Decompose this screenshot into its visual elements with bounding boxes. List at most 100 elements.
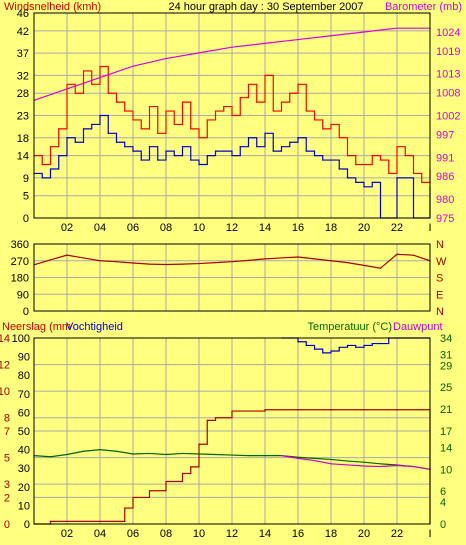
direction-panel-series xyxy=(33,253,431,269)
temperature-line-point xyxy=(313,457,316,459)
wind-average-line-point xyxy=(363,186,365,188)
wind-direction-line-point xyxy=(165,263,167,266)
barometer-y-tick-label: 1008 xyxy=(436,88,460,100)
wind-average-line-point xyxy=(371,181,373,183)
wind-gust-line-point xyxy=(132,119,134,121)
wind-gust-line-point xyxy=(157,132,159,134)
humidity-line-point xyxy=(322,352,324,354)
dewpoint-line-point xyxy=(379,465,382,468)
temperature-line-point xyxy=(330,458,332,461)
barometer-y-tick-label: 1013 xyxy=(436,69,460,81)
x-tick-label: I xyxy=(428,222,431,234)
compass-tick-label: N xyxy=(436,306,444,318)
rain-y-tick-label: 3 xyxy=(4,479,10,491)
x-tick-label: 10 xyxy=(193,528,205,540)
wind-average-line-point xyxy=(280,146,283,148)
wind-direction-line-point xyxy=(264,258,266,260)
temperature-line-point xyxy=(231,454,233,456)
temperature-line-point xyxy=(264,455,266,457)
barometer-line-point xyxy=(396,27,398,29)
temperature-line-point xyxy=(165,453,167,456)
barometer-y-tick-label: 997 xyxy=(436,129,454,141)
wind-gust-line-point xyxy=(355,163,357,166)
wind-average-line-point xyxy=(346,177,349,179)
temperature-line-point xyxy=(379,463,382,465)
wind-gust-line-point xyxy=(396,146,398,148)
wind-gust-line-point xyxy=(140,128,142,130)
dewpoint-line xyxy=(281,455,431,470)
direction-y-tick-label: 0 xyxy=(23,306,29,318)
humidity-line-point xyxy=(379,342,382,345)
temperature-y-tick-label: 4 xyxy=(440,497,446,509)
wind-average-line-point xyxy=(247,137,250,139)
wind-y-tick-label: 42 xyxy=(17,26,29,38)
temperature-line-point xyxy=(346,460,349,462)
wind-average-line xyxy=(34,114,431,219)
wind-gust-line-point xyxy=(181,101,184,103)
compass-tick-label: E xyxy=(436,289,443,301)
barometer-line-point xyxy=(132,65,134,67)
wind-average-line-point xyxy=(355,181,357,183)
wind-y-tick-label: 14 xyxy=(17,151,29,163)
wind-y-tick-label: 37 xyxy=(17,48,29,60)
compass-tick-label: S xyxy=(436,273,443,285)
wind-average-line-point xyxy=(214,150,217,152)
rain-line-point xyxy=(421,409,423,411)
wind-gust-line-point xyxy=(305,110,307,112)
wind-average-line-point xyxy=(256,146,258,148)
wind-average-line-point xyxy=(206,155,208,157)
wind-direction-line-point xyxy=(412,254,415,256)
barometer-line-point xyxy=(99,76,101,79)
temperature-line-point xyxy=(198,453,200,455)
x-tick-label: 02 xyxy=(61,222,73,234)
temperature-y-tick-label: 14 xyxy=(440,442,452,454)
rain-panel-series xyxy=(33,337,431,525)
wind-gust-line-point xyxy=(165,110,167,112)
rain-y-tick-label: 7 xyxy=(4,426,10,438)
humidity-line-point xyxy=(355,346,357,348)
wind-average-line-point xyxy=(404,177,406,179)
temperature-line-point xyxy=(132,453,134,455)
wind-direction-line-point xyxy=(181,263,184,265)
wind-gust-line-point xyxy=(421,181,423,183)
rain-line-point xyxy=(214,417,217,419)
temperature-y-tick-label: 21 xyxy=(440,404,452,416)
wind-direction-line-point xyxy=(247,259,250,261)
wind-gust-line-point xyxy=(231,114,233,117)
temperature-y-tick-label: 0 xyxy=(440,519,446,531)
wind-average-line-point xyxy=(231,155,233,157)
wind-gust-line-point xyxy=(412,172,415,175)
barometer-line-point xyxy=(264,42,266,44)
barometer-y-tick-label: 1002 xyxy=(436,111,460,123)
humidity-axis-title: Vochtigheid xyxy=(66,321,123,333)
wind-gust-line-point xyxy=(264,74,266,76)
wind-direction-line-point xyxy=(379,267,382,269)
rain-line-point xyxy=(148,490,151,492)
x-tick-label: 12 xyxy=(226,222,238,234)
x-tick-label: 14 xyxy=(259,528,271,540)
rain-y-tick-label: 2 xyxy=(4,492,10,504)
wind-average-line-point xyxy=(330,159,332,161)
humidity-line-point xyxy=(371,342,373,345)
wind-direction-line-point xyxy=(198,262,200,265)
x-tick-label: 18 xyxy=(325,528,337,540)
rain-line-point xyxy=(264,409,266,411)
wind-gust-line-point xyxy=(49,146,52,148)
wind-direction-line-point xyxy=(363,264,365,267)
wind-y-tick-label: 18 xyxy=(17,133,29,145)
temperature-y-tick-label: 31 xyxy=(440,349,452,361)
humidity-y-tick-label: 40 xyxy=(18,445,30,457)
rain-y-tick-label: 5 xyxy=(4,453,10,465)
temperature-line-point xyxy=(247,455,250,457)
dewpoint-line-point xyxy=(363,465,365,467)
rain-line-point xyxy=(82,520,85,522)
wind-gust-line-point xyxy=(289,92,291,94)
wind-average-line-point xyxy=(82,128,85,130)
wind-panel-axis-labels: 0 5 9 14 18 23 28 32 37 42 46 975 980 986 991 997 1002 10… xyxy=(17,8,461,225)
barometer-y-tick-label: 975 xyxy=(436,213,454,225)
wind-average-line-point xyxy=(264,132,266,134)
wind-average-line-point xyxy=(115,141,118,143)
rain-line-point xyxy=(363,409,365,411)
